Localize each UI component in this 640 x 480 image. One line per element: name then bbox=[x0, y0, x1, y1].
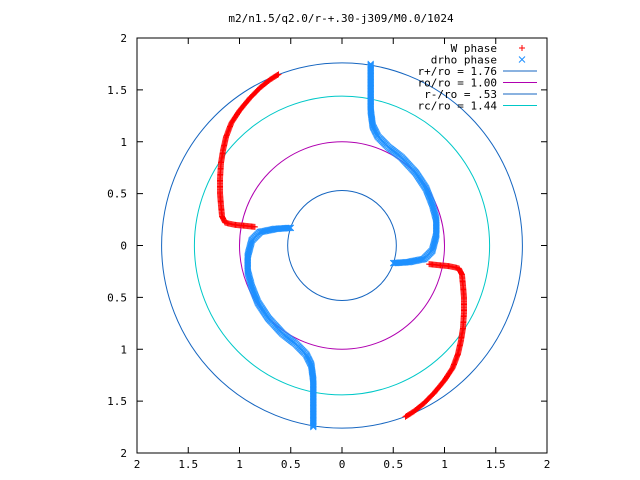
chart-title: m2/n1.5/q2.0/r-+.30-j309/M0.0/1024 bbox=[228, 12, 454, 25]
x-tick-label-0: 2 bbox=[134, 458, 141, 471]
legend-label-0: W phase bbox=[451, 42, 497, 55]
series-group bbox=[217, 60, 467, 431]
x-tick-label-1: 1.5 bbox=[178, 458, 198, 471]
legend-label-2: r+/ro = 1.76 bbox=[418, 65, 497, 78]
x-tick-label-2: 1 bbox=[236, 458, 243, 471]
series-1-arm1-point-174 bbox=[429, 246, 436, 253]
x-tick-label-6: 1 bbox=[441, 458, 448, 471]
legend-sample-1 bbox=[518, 56, 526, 63]
circle-group bbox=[161, 62, 523, 429]
y-tick-label-7: 1.5 bbox=[107, 395, 127, 408]
y-tick-label-8: 2 bbox=[120, 447, 127, 460]
x-tick-label-8: 2 bbox=[544, 458, 551, 471]
series-1-arm2-point-209 bbox=[285, 224, 292, 232]
x-tick-label-7: 1.5 bbox=[486, 458, 506, 471]
y-tick-label-6: 1 bbox=[120, 343, 127, 356]
series-1-arm1-point-210 bbox=[391, 259, 398, 267]
series-1-arm1-point-211 bbox=[389, 259, 397, 267]
series-1-arm1-point-209 bbox=[392, 259, 399, 267]
legend-label-3: ro/ro = 1.00 bbox=[418, 77, 497, 90]
circle-2 bbox=[287, 190, 397, 301]
circle-3 bbox=[193, 95, 491, 396]
circle-0 bbox=[161, 62, 523, 429]
y-tick-label-4: 0 bbox=[120, 240, 127, 253]
y-tick-label-2: 1 bbox=[120, 136, 127, 149]
series-0-arm1-point-171 bbox=[251, 223, 258, 230]
series-1-arm2-point-211 bbox=[287, 224, 295, 232]
x-tick-label-5: 0.5 bbox=[383, 458, 403, 471]
series-0-arm2-point-171 bbox=[426, 261, 433, 268]
legend-label-4: r-/ro = .53 bbox=[424, 88, 497, 101]
y-tick-label-1: 1.5 bbox=[107, 84, 127, 97]
y-tick-label-0: 2 bbox=[120, 32, 127, 45]
series-1-arm2-point-210 bbox=[286, 224, 293, 232]
y-tick-label-3: 0.5 bbox=[107, 188, 127, 201]
y-tick-label-5: 0.5 bbox=[107, 291, 127, 304]
x-tick-label-4: 0 bbox=[339, 458, 346, 471]
tick-group: 2 1.5 1 0.5 0 0.5 1 1.5 221.510.500.511.52 bbox=[107, 32, 550, 471]
legend-label-5: rc/ro = 1.44 bbox=[418, 100, 498, 113]
legend-label-1: drho phase bbox=[431, 54, 497, 67]
x-tick-label-3: 0.5 bbox=[281, 458, 301, 471]
legend-sample-0 bbox=[519, 45, 525, 51]
series-1-arm2-point-174 bbox=[248, 238, 255, 245]
circle-1 bbox=[239, 141, 445, 350]
